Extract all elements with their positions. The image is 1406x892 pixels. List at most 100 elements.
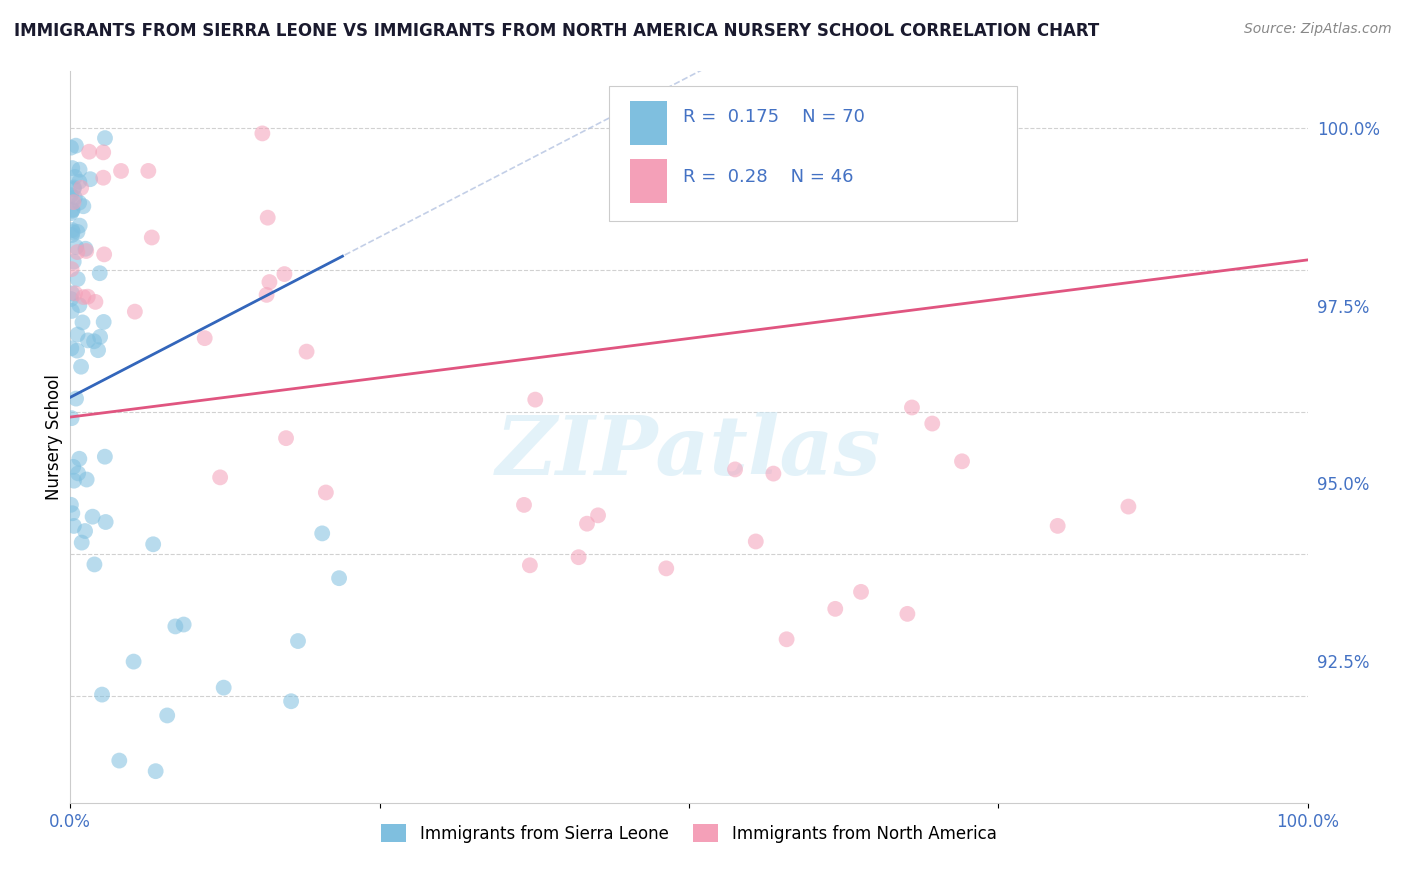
Point <box>69 219 91 233</box>
Point <box>66 343 89 358</box>
Point <box>62 459 84 474</box>
Point <box>63 474 86 488</box>
Point <box>60 262 83 277</box>
Point <box>273 267 295 281</box>
Text: R =  0.28    N = 46: R = 0.28 N = 46 <box>683 169 853 186</box>
Point <box>824 602 846 616</box>
Text: ZIPatlas: ZIPatlas <box>496 412 882 491</box>
Point <box>280 694 302 708</box>
Point <box>66 225 89 239</box>
Point <box>156 708 179 723</box>
Point <box>519 558 541 573</box>
Text: Source: ZipAtlas.com: Source: ZipAtlas.com <box>1244 22 1392 37</box>
Point <box>66 327 89 342</box>
Point <box>59 498 82 512</box>
Point <box>77 334 100 348</box>
Point <box>762 467 785 481</box>
Point <box>62 195 84 210</box>
Point <box>513 498 536 512</box>
Point <box>66 245 89 260</box>
Point <box>60 161 83 175</box>
Point <box>91 688 114 702</box>
Point <box>950 454 973 468</box>
Point <box>849 585 872 599</box>
Point <box>60 203 83 218</box>
Point <box>1046 519 1069 533</box>
Point <box>83 334 105 349</box>
Point <box>259 275 281 289</box>
Point <box>72 315 94 329</box>
Point <box>568 550 591 565</box>
Point <box>59 292 82 306</box>
Point <box>62 254 84 268</box>
Point <box>524 392 547 407</box>
Point <box>1118 500 1140 514</box>
Point <box>60 223 83 237</box>
FancyBboxPatch shape <box>609 86 1017 221</box>
Point <box>70 359 93 374</box>
Point <box>75 524 97 538</box>
Point <box>91 145 114 160</box>
Point <box>93 315 115 329</box>
Point <box>72 290 94 304</box>
Point <box>60 341 83 355</box>
Point <box>65 138 87 153</box>
Point <box>70 535 93 549</box>
Point <box>63 519 86 533</box>
Point <box>89 266 111 280</box>
Point <box>75 244 97 258</box>
Point <box>60 304 83 318</box>
Point <box>287 634 309 648</box>
Point <box>586 508 609 523</box>
Point <box>82 509 104 524</box>
Point <box>775 632 797 647</box>
Point <box>93 247 115 261</box>
Point <box>91 170 114 185</box>
Point <box>67 298 90 312</box>
Point <box>63 169 86 184</box>
Point <box>60 506 83 520</box>
Point <box>896 607 918 621</box>
Point <box>194 331 217 345</box>
Point <box>83 558 105 572</box>
Bar <box>630 159 666 203</box>
Point <box>274 431 297 445</box>
Point <box>94 515 117 529</box>
Point <box>122 655 145 669</box>
Point <box>745 534 768 549</box>
Point <box>142 537 165 551</box>
Point <box>575 516 598 531</box>
Point <box>256 211 278 225</box>
Point <box>315 485 337 500</box>
Point <box>94 450 117 464</box>
Point <box>84 294 107 309</box>
Text: IMMIGRANTS FROM SIERRA LEONE VS IMMIGRANTS FROM NORTH AMERICA NURSERY SCHOOL COR: IMMIGRANTS FROM SIERRA LEONE VS IMMIGRAN… <box>14 22 1099 40</box>
Y-axis label: Nursery School: Nursery School <box>45 374 63 500</box>
Point <box>60 227 83 242</box>
Point <box>256 288 278 302</box>
Point <box>94 131 117 145</box>
Point <box>141 230 163 244</box>
Point <box>67 175 90 189</box>
Point <box>63 180 86 194</box>
Bar <box>630 101 666 145</box>
Point <box>87 343 110 358</box>
Point <box>75 242 97 256</box>
Point <box>59 141 82 155</box>
Point <box>65 240 87 254</box>
Point <box>724 462 747 476</box>
Point <box>67 195 90 210</box>
Point <box>62 225 84 239</box>
Point <box>124 304 146 318</box>
Point <box>328 571 350 585</box>
Point <box>136 164 159 178</box>
Point <box>173 617 195 632</box>
Point <box>65 392 87 406</box>
Point <box>901 401 924 415</box>
Point <box>77 145 100 159</box>
Point <box>79 172 101 186</box>
Point <box>145 764 167 779</box>
Point <box>76 290 98 304</box>
Point <box>655 561 678 575</box>
Text: R =  0.175    N = 70: R = 0.175 N = 70 <box>683 109 865 127</box>
